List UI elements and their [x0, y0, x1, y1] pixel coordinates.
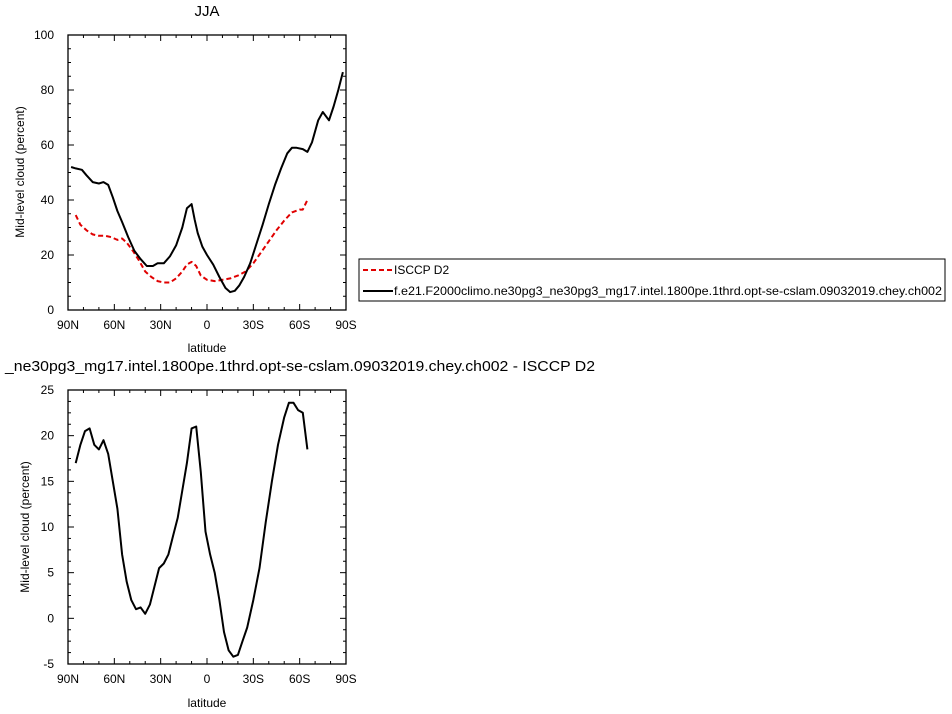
y-tick-label: 10 [41, 520, 55, 534]
x-tick-labels: 90N 60N 30N 0 30S 60S 90S [57, 318, 357, 332]
panel-top: JJA 90N 60N 30N 0 30S 60S 90S 0 20 40 60 80 100 lat… [13, 3, 357, 355]
x-tick-label: 60S [289, 318, 310, 332]
series-line-model [74, 401, 309, 658]
y-tick-label: 60 [41, 138, 55, 152]
y-axis-label: Mid-level cloud (percent) [18, 461, 32, 592]
axis-ticks [67, 34, 347, 311]
axis-ticks [67, 389, 347, 665]
y-tick-label: -5 [43, 657, 54, 671]
legend-label-isccp: ISCCP D2 [394, 263, 449, 277]
panel-bottom: _ne30pg3_mg17.intel.1800pe.1thrd.opt-se-… [4, 358, 595, 710]
x-tick-label: 90S [335, 672, 356, 686]
y-tick-label: 0 [47, 303, 54, 317]
x-tick-label: 90S [335, 318, 356, 332]
x-tick-label: 0 [204, 318, 211, 332]
x-tick-labels: 90N 60N 30N 0 30S 60S 90S [57, 672, 357, 686]
y-tick-label: 100 [34, 28, 54, 42]
y-tick-label: 15 [41, 474, 55, 488]
chart-title: _ne30pg3_mg17.intel.1800pe.1thrd.opt-se-… [4, 358, 595, 375]
legend-label-model: f.e21.F2000climo.ne30pg3_ne30pg3_mg17.in… [394, 284, 942, 298]
y-tick-label: 25 [41, 383, 55, 397]
x-tick-label: 30S [243, 672, 264, 686]
x-tick-label: 90N [57, 672, 79, 686]
y-tick-label: 40 [41, 193, 55, 207]
x-axis-label: latitude [188, 696, 227, 710]
series-line-isccp [74, 199, 309, 284]
chart-title: JJA [194, 3, 219, 20]
legend-box [358, 258, 946, 302]
y-tick-label: 0 [47, 611, 54, 625]
x-axis-label: latitude [188, 341, 227, 355]
x-tick-label: 90N [57, 318, 79, 332]
x-tick-label: 60S [289, 672, 310, 686]
y-tick-label: 20 [41, 429, 55, 443]
y-axis-label: Mid-level cloud (percent) [13, 106, 27, 237]
x-tick-label: 0 [204, 672, 211, 686]
x-tick-label: 30N [150, 318, 172, 332]
legend: ISCCP D2 f.e21.F2000climo.ne30pg3_ne30pg… [358, 258, 946, 302]
y-tick-labels: -5 0 5 10 15 20 25 [41, 383, 55, 671]
series-layer [70, 71, 344, 294]
plot-frame [67, 34, 347, 311]
y-tick-label: 5 [47, 566, 54, 580]
x-tick-label: 30N [150, 672, 172, 686]
series-layer [74, 401, 309, 658]
series-line-model [70, 71, 344, 294]
y-tick-label: 20 [41, 248, 55, 262]
y-tick-label: 80 [41, 83, 55, 97]
x-tick-label: 60N [103, 318, 125, 332]
x-tick-label: 30S [243, 318, 264, 332]
x-tick-label: 60N [103, 672, 125, 686]
y-tick-labels: 0 20 40 60 80 100 [34, 28, 54, 317]
